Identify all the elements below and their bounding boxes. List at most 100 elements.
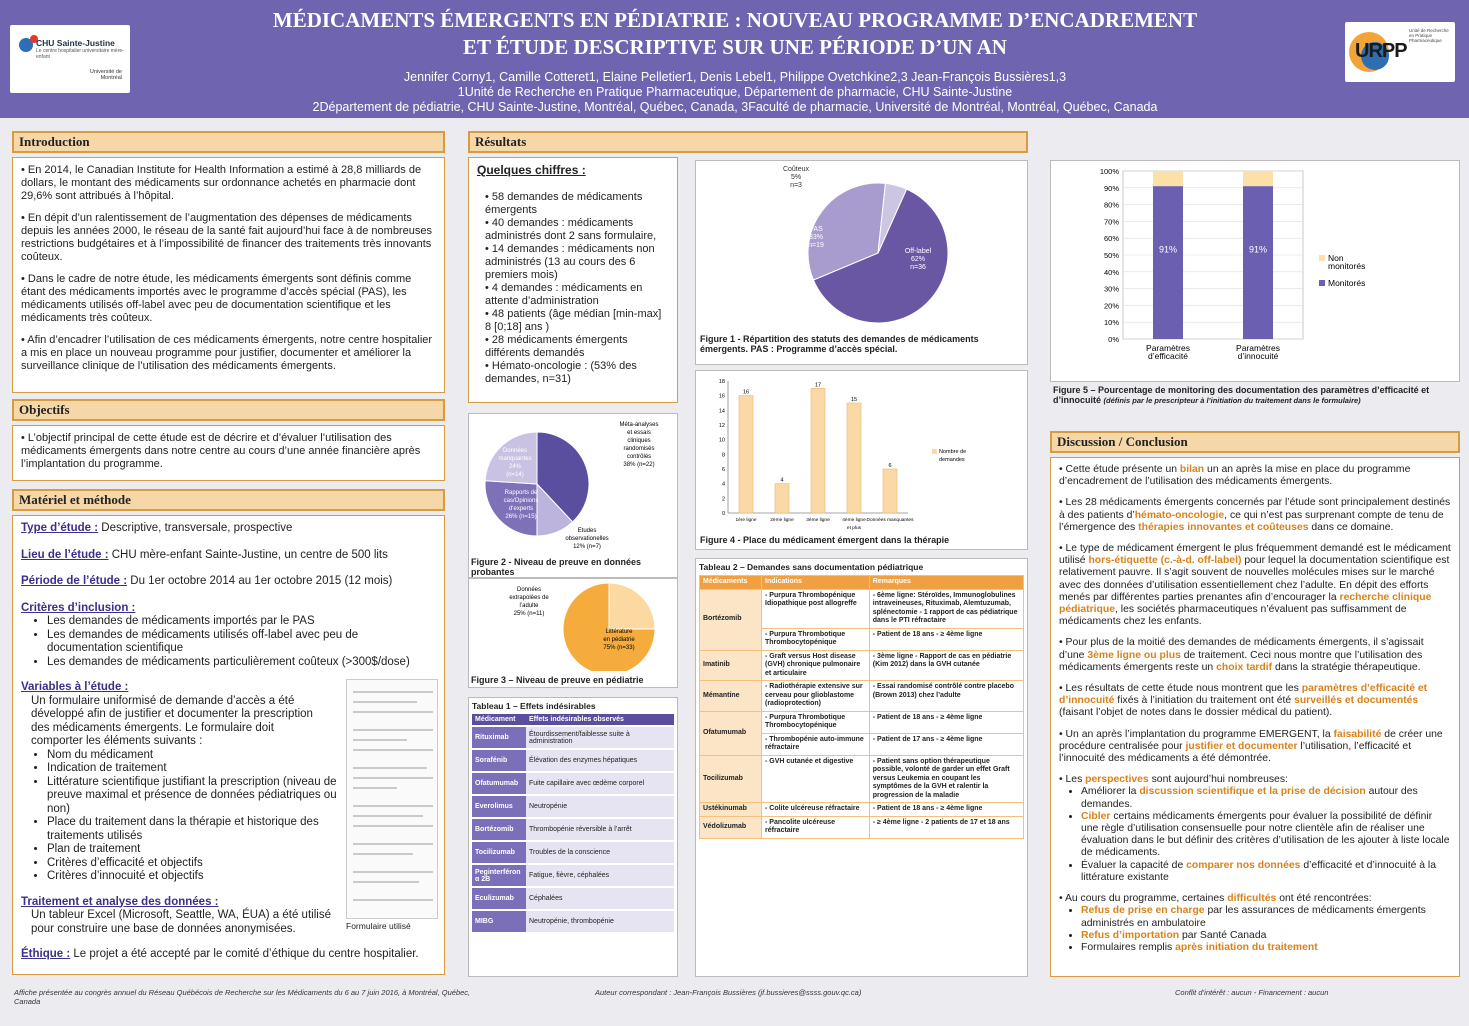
fig5-ytick: 50% (1104, 251, 1119, 260)
fig3-slice (562, 582, 656, 676)
fig4-ytick: 6 (722, 467, 725, 473)
figure-5-caption: Figure 5 – Pourcentage de monitoring des… (1053, 385, 1430, 405)
variable-item: Critères d’innocuité et objectifs (47, 870, 337, 884)
fig5-bar-monitores (1153, 186, 1183, 339)
formulaire-caption: Formulaire utilisé (346, 921, 411, 931)
perspective-item: Cibler certains médicaments émergents po… (1081, 811, 1451, 860)
table-row: Rituximab Étourdissement/faiblesse suite … (472, 726, 674, 750)
fig5-ytick: 80% (1104, 201, 1119, 210)
fig4-xtick: Données manquantes (867, 517, 915, 523)
discussion-paragraph: • Un an après l’implantation du programm… (1059, 728, 1443, 765)
authors: Jennifer Corny1, Camille Cotteret1, Elai… (403, 70, 1067, 84)
discussion-section: • Cette étude présente un bilan un an ap… (1050, 457, 1460, 977)
figure-3-caption: Figure 3 – Niveau de preuve en pédiatrie (471, 675, 644, 685)
traitement-label: Traitement et analyse des données : (21, 895, 219, 908)
fig5-ytick: 20% (1104, 301, 1119, 310)
figure-4-panel: 0 2 4 6 8 10 12 14 16 18 16 1ère ligne 4 2ème ligne 17… (695, 370, 1028, 550)
fig4-xtick: 3ème ligne (806, 517, 830, 523)
table-row: Sorafénib Élévation des enzymes hépatique… (472, 749, 674, 773)
figure-2-caption: Figure 2 - Niveau de preuve en données p… (471, 557, 642, 577)
variable-item: Indication de traitement (47, 762, 337, 776)
fig2-label: Rapports de cas/Opinions d’experts 26% (n=1… (504, 490, 539, 520)
table-row: Tocilizumab Troubles de la conscience (472, 841, 674, 865)
table-row: - Thrombopénie auto-immune réfractaire - … (700, 732, 1025, 756)
type-label: Type d’étude : (21, 522, 99, 534)
discussion-paragraph: • Le type de médicament émergent le plus… (1059, 543, 1451, 628)
footer-left: Affiche présentée au congrès annuel du R… (14, 988, 471, 1006)
fig4-bar (774, 483, 790, 514)
fig5-bar-non-monitores (1153, 171, 1183, 187)
table-row: Imatinib - Graft versus Host disease (GVH… (699, 649, 1025, 681)
fig4-bar (810, 388, 826, 514)
fig2-label: Données manquantes 24% (n=14) (498, 448, 531, 478)
fig1-label: Coûteux 5% n=3 (783, 166, 810, 189)
discussion-paragraph: • Au cours du programme, certaines diffi… (1059, 893, 1372, 905)
fig2-label: Méta-analyses et essais cliniques randomisé… (619, 422, 658, 468)
difficulte-item: Refus de prise en charge par les assuran… (1081, 905, 1451, 929)
figure-5-panel: 0% 10% 20% 30% 40% 50% 60% 70% 80% 90% 100% 91% Para… (1050, 160, 1460, 382)
urpp-logo: URPP Unité de Recherche en Pratique Phar… (1345, 22, 1455, 82)
objectifs-paragraph: • L’objectif principal de cette étude es… (21, 432, 421, 470)
table-row: Tocilizumab - GVH cutanée et digestive - P… (699, 754, 1025, 803)
fig2-slice (484, 480, 538, 537)
figure-3-panel: Données extrapolées de l’adulte 25% (n=11) L… (468, 578, 678, 688)
affiliation-1: 1Unité de Recherche en Pratique Pharmace… (457, 85, 1013, 99)
fig4-ytick: 16 (719, 394, 725, 400)
chiffre-item: • 14 demandes : médicaments non administ… (485, 243, 655, 281)
fig4-xtick: 2ème ligne (770, 517, 794, 523)
fig4-ytick: 4 (722, 482, 725, 488)
figure-2-panel: Méta-analyses et essais cliniques randomisé… (468, 413, 678, 578)
fig1-label: Off-label 62% n=36 (905, 248, 932, 271)
tableau-1-header: Effets indésirables observés (526, 714, 674, 727)
lieu-label: Lieu de l’étude : (21, 548, 109, 561)
ethique-label: Éthique : (21, 948, 71, 960)
table-row: Eculizumab Céphalées (472, 887, 674, 911)
intro-paragraph: • En dépit d’un ralentissement de l’augm… (21, 212, 432, 263)
variables-intro: Un formulaire uniformisé de demande d’ac… (31, 694, 313, 748)
logo-right-sub: Unité de Recherche en Pratique Pharmaceu… (1409, 28, 1449, 43)
title-line-1: MÉDICAMENTS ÉMERGENTS EN PÉDIATRIE : NOU… (272, 8, 1198, 32)
difficulte-item: Refus d’importation par Santé Canada (1081, 930, 1451, 942)
chiffres-section: Quelques chiffres : • 58 demandes de méd… (468, 157, 678, 403)
table-row: Védolizumab - Pancolite ulcéreuse réfract… (699, 815, 1025, 839)
fig1-label: PAS 33% n=19 (808, 226, 824, 249)
methode-heading: Matériel et méthode (12, 489, 445, 511)
intro-paragraph: • Afin d’encadrer l’utilisation de ces m… (21, 334, 433, 372)
logo-left-univ: Université de Montréal (89, 69, 122, 81)
intro-section: • En 2014, le Canadian Institute for Hea… (12, 157, 445, 393)
fig5-ytick: 40% (1104, 268, 1119, 277)
fig4-xtick: 4ème ligne et plus (842, 517, 866, 531)
variable-item: Plan de traitement (47, 843, 337, 857)
variable-item: Littérature scientifique justifiant la p… (47, 776, 337, 817)
fig5-ytick: 90% (1104, 184, 1119, 193)
fig4-ytick: 10 (719, 438, 725, 444)
intro-paragraph: • En 2014, le Canadian Institute for Hea… (21, 164, 422, 202)
fig4-ytick: 12 (719, 423, 725, 429)
title-line-2: ET ÉTUDE DESCRIPTIVE SUR UNE PÉRIODE D’U… (463, 35, 1007, 59)
formulaire-thumbnail (346, 679, 438, 919)
variables-label: Variables à l’étude : (21, 681, 129, 693)
fig4-xtick: 1ère ligne (735, 517, 756, 523)
footer-right: Conflit d’intérêt : aucun - Financement … (1175, 988, 1329, 997)
chiffre-item: • 48 patients (âge médian [min-max] 8 [0… (485, 308, 662, 333)
figure-1-panel: Off-label 62% n=36 PAS 33% n=19 Coûteux 5% n=3 F… (695, 160, 1028, 365)
periode-label: Période de l’étude : (21, 575, 128, 587)
intro-heading: Introduction (12, 131, 445, 153)
fig5-ytick: 70% (1104, 217, 1119, 226)
tableau-2-header: Remarques (868, 575, 1025, 590)
chiffre-item: • 40 demandes : médicaments administrés … (485, 217, 657, 242)
fig5-ytick: 60% (1104, 234, 1119, 243)
figure-5-chart: 0% 10% 20% 30% 40% 50% 60% 70% 80% 90% 100% 91% Para… (1100, 167, 1366, 361)
objectifs-heading: Objectifs (12, 399, 445, 421)
figure-3-chart: Données extrapolées de l’adulte 25% (n=11) L… (509, 582, 656, 676)
discussion-paragraph: • Cette étude présente un bilan un an ap… (1059, 464, 1411, 488)
objectifs-section: • L’objectif principal de cette étude es… (12, 425, 445, 481)
variable-item: Critères d’efficacité et objectifs (47, 857, 337, 871)
fig3-label: Littérature en pédiatrie 75% (n=33) (603, 629, 635, 651)
tableau-2: Médicaments Indications Remarques Bortézomi… (699, 575, 1025, 839)
table-row: Ustékinumab - Colite ulcéreuse réfractair… (699, 802, 1025, 817)
figure-4-chart: 0 2 4 6 8 10 12 14 16 18 16 1ère ligne 4 2ème ligne 17… (719, 379, 966, 531)
lieu-value: CHU mère-enfant Sainte-Justine, un centr… (108, 548, 388, 561)
figure-1-chart: Off-label 62% n=36 PAS 33% n=19 Coûteux 5% n=3 (783, 166, 949, 324)
chu-logo: CHU Sainte-Justine Le centre hospitalier… (10, 25, 130, 93)
